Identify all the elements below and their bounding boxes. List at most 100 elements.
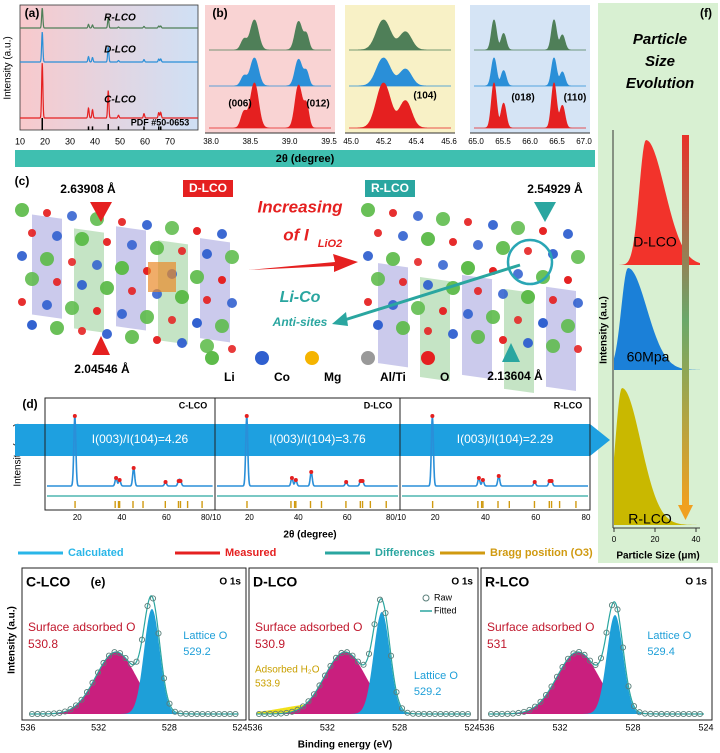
sample-label: R-LCO [554, 400, 583, 410]
panel-b-background [470, 5, 590, 133]
peak-label: (104) [413, 91, 436, 102]
raw-point [619, 644, 627, 651]
polyhedron [546, 286, 576, 391]
raw-point [122, 655, 129, 662]
annotation: Li-Co [280, 289, 321, 306]
raw-point [553, 673, 561, 680]
atom [153, 336, 161, 344]
panel-label: (f) [700, 6, 712, 20]
atom [463, 309, 473, 319]
x-tick-label: 20 [431, 513, 440, 522]
raw-point [72, 702, 80, 709]
raw-point [111, 649, 118, 656]
raw-point [138, 636, 146, 643]
xrd-peak [474, 19, 586, 51]
distance-label: 2.04546 Å [74, 361, 130, 376]
sample-label: D-LCO [104, 45, 136, 56]
x-tick-label: 38.5 [243, 137, 259, 146]
axis-label: Intensity (a.u.) [7, 606, 18, 674]
atom [439, 307, 447, 315]
x-tick-label: 524 [698, 722, 713, 732]
x-tick-label: 60 [531, 513, 540, 522]
plot-frame [480, 567, 713, 721]
legend-label: Li [224, 370, 235, 384]
x-tick-label: 80/10 [386, 513, 407, 522]
atom [514, 316, 522, 324]
calculated-pattern [217, 416, 398, 487]
x-tick-label: 20 [245, 513, 254, 522]
sample-label: C-LCO [26, 574, 70, 590]
raw-point [382, 610, 389, 617]
atom [549, 296, 557, 304]
raw-point [343, 649, 351, 656]
ratio-label: I(003)/I(104)=4.26 [92, 432, 189, 446]
atom [40, 252, 54, 266]
measured-point [293, 478, 298, 482]
name-box [365, 180, 415, 197]
gradient-arrow [682, 135, 689, 505]
axis-band [15, 150, 595, 167]
raw-point [321, 672, 329, 679]
legend-label: Calculated [68, 547, 124, 559]
atom [496, 241, 510, 255]
x-tick-label: 80/10 [201, 513, 222, 522]
panel-label: (b) [212, 6, 227, 20]
raw-point [89, 679, 96, 686]
raw-point [155, 630, 162, 637]
reference-label: PDF #50-0653 [131, 117, 190, 127]
sample-label: D-LCO [189, 181, 227, 195]
sample-label: D-LCO [633, 234, 677, 250]
component-label: Surface adsorbed O [28, 620, 135, 634]
atom [127, 240, 137, 250]
atom [486, 310, 500, 324]
measured-point [480, 478, 485, 482]
peak-label: (006) [228, 99, 251, 110]
atom [78, 327, 86, 335]
atom [389, 209, 397, 217]
legend-swatch [421, 351, 435, 365]
core-level-label: O 1s [219, 577, 241, 588]
arrow [248, 254, 358, 272]
atom [424, 327, 432, 335]
size-distribution [614, 140, 700, 265]
raw-point [515, 709, 522, 717]
component-value: 529.2 [183, 646, 211, 658]
xrd-peak [209, 19, 331, 51]
calculated-pattern [402, 415, 588, 487]
atom [228, 345, 236, 353]
plot-frame [248, 567, 479, 721]
atom [115, 261, 129, 275]
polyhedron [200, 238, 230, 343]
atom [53, 278, 61, 286]
atom [474, 287, 482, 295]
raw-point [625, 683, 632, 690]
measured-point [114, 476, 119, 480]
atom [564, 276, 572, 284]
atom [523, 338, 533, 348]
atom [371, 272, 385, 286]
raw-point [105, 652, 113, 659]
polyhedron [462, 274, 492, 380]
raw-point [398, 705, 406, 712]
measured-point [244, 414, 249, 418]
distance-label: 2.63908 Å [60, 181, 116, 196]
atom [473, 240, 483, 250]
atom [364, 298, 372, 306]
atom [218, 276, 226, 284]
atom [449, 238, 457, 246]
raw-point [586, 657, 594, 664]
legend-label: Raw [434, 592, 453, 602]
measured-point [496, 474, 501, 478]
raw-point [393, 689, 400, 696]
raw-point [166, 700, 173, 707]
raw-point [327, 662, 334, 669]
x-tick-label: 60 [162, 513, 171, 522]
atom [177, 338, 187, 348]
x-tick-label: 10 [15, 136, 25, 146]
legend-label: Differences [375, 547, 435, 559]
atom [102, 329, 112, 339]
atom [524, 247, 532, 255]
x-tick-label: 45.0 [343, 137, 359, 146]
sample-label: R-LCO [485, 574, 529, 590]
panel-label: (c) [15, 174, 30, 188]
